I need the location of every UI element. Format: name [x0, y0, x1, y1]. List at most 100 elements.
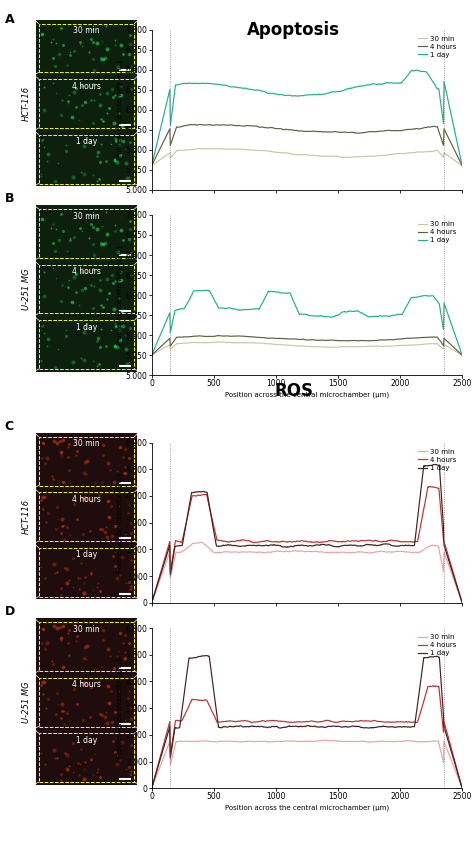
30 min: [149, 350, 155, 360]
Text: 30 min: 30 min: [73, 212, 100, 221]
30 min: [204, 338, 210, 348]
30 min: [290, 546, 295, 556]
30 min: [199, 537, 205, 547]
4 hours: [149, 350, 155, 360]
Text: 4 hours: 4 hours: [72, 267, 101, 277]
1 day: [203, 651, 209, 661]
30 min: [459, 160, 465, 170]
1 day: [228, 540, 234, 550]
X-axis label: Position across the central microchamber (μm): Position across the central microchamber…: [225, 391, 389, 398]
30 min: [229, 338, 235, 348]
1 day: [459, 598, 465, 608]
4 hours: [459, 598, 465, 608]
4 hours: [191, 120, 197, 130]
30 min: [383, 341, 389, 352]
Text: 4 hours: 4 hours: [72, 680, 101, 690]
4 hours: [383, 717, 388, 728]
30 min: [459, 350, 465, 360]
1 day: [228, 82, 234, 92]
Line: 1 day: 1 day: [152, 464, 462, 603]
4 hours: [356, 336, 362, 346]
1 day: [414, 65, 419, 75]
30 min: [229, 547, 235, 557]
1 day: [383, 311, 389, 321]
Text: U-251 MG: U-251 MG: [22, 268, 30, 309]
Text: 1 day: 1 day: [76, 323, 97, 332]
30 min: [228, 736, 234, 746]
30 min: [149, 160, 155, 170]
30 min: [204, 541, 210, 551]
Text: 1 day: 1 day: [76, 550, 97, 560]
Text: 30 min: 30 min: [73, 439, 100, 448]
1 day: [149, 598, 155, 608]
Text: 4 hours: 4 hours: [72, 82, 101, 91]
30 min: [289, 736, 295, 746]
30 min: [356, 547, 362, 557]
30 min: [204, 736, 210, 746]
4 hours: [290, 334, 295, 344]
4 hours: [459, 350, 465, 360]
4 hours: [289, 717, 295, 728]
4 hours: [332, 536, 337, 546]
4 hours: [383, 335, 389, 345]
Y-axis label: Fluorescence Intensity (a.u.): Fluorescence Intensity (a.u.): [116, 658, 123, 758]
Text: 30 min: 30 min: [73, 625, 100, 634]
1 day: [289, 541, 295, 551]
4 hours: [430, 680, 436, 690]
Y-axis label: Fluorescence Intensity (a.u.): Fluorescence Intensity (a.u.): [116, 473, 123, 572]
1 day: [383, 539, 388, 549]
4 hours: [149, 598, 155, 608]
Line: 30 min: 30 min: [152, 542, 462, 603]
1 day: [149, 783, 155, 793]
1 day: [432, 459, 438, 470]
Line: 4 hours: 4 hours: [152, 685, 462, 788]
4 hours: [229, 331, 235, 341]
1 day: [356, 722, 362, 732]
30 min: [356, 152, 362, 162]
30 min: [332, 342, 338, 352]
30 min: [332, 547, 338, 557]
1 day: [383, 722, 389, 732]
Text: A: A: [5, 13, 14, 25]
4 hours: [290, 125, 295, 135]
Text: HCT-116: HCT-116: [22, 499, 30, 534]
4 hours: [332, 717, 337, 728]
30 min: [383, 150, 389, 160]
1 day: [290, 721, 295, 731]
30 min: [383, 736, 389, 746]
30 min: [290, 341, 295, 351]
Text: 1 day: 1 day: [76, 736, 97, 745]
Legend: 30 min, 4 hours, 1 day: 30 min, 4 hours, 1 day: [416, 446, 459, 474]
4 hours: [229, 120, 235, 130]
4 hours: [383, 537, 388, 547]
1 day: [204, 78, 210, 89]
4 hours: [228, 716, 234, 726]
4 hours: [459, 160, 465, 170]
30 min: [149, 598, 155, 608]
Line: 30 min: 30 min: [152, 148, 462, 165]
30 min: [149, 783, 155, 793]
4 hours: [356, 128, 362, 138]
Text: D: D: [5, 605, 15, 618]
X-axis label: Position across the central microchamber (μm): Position across the central microchamber…: [225, 804, 389, 811]
Legend: 30 min, 4 hours, 1 day: 30 min, 4 hours, 1 day: [416, 631, 459, 659]
1 day: [356, 81, 362, 91]
Line: 1 day: 1 day: [152, 656, 462, 788]
4 hours: [383, 126, 389, 136]
30 min: [356, 736, 362, 746]
Text: Apoptosis: Apoptosis: [247, 21, 340, 39]
1 day: [289, 91, 295, 101]
4 hours: [215, 330, 221, 341]
4 hours: [149, 783, 155, 793]
4 hours: [332, 336, 338, 346]
Line: 1 day: 1 day: [152, 70, 462, 165]
Legend: 30 min, 4 hours, 1 day: 30 min, 4 hours, 1 day: [416, 218, 459, 246]
1 day: [229, 722, 235, 732]
4 hours: [356, 536, 362, 546]
Legend: 30 min, 4 hours, 1 day: 30 min, 4 hours, 1 day: [416, 33, 459, 61]
1 day: [290, 294, 295, 304]
4 hours: [459, 783, 465, 793]
1 day: [149, 350, 155, 360]
Text: U-251 MG: U-251 MG: [22, 681, 30, 722]
30 min: [459, 598, 465, 608]
